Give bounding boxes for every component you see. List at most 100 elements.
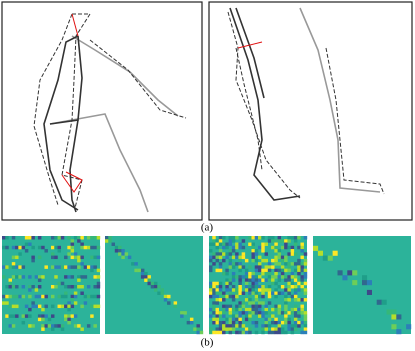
heatmap-cell [264, 311, 268, 315]
heatmap-cell [222, 320, 226, 325]
heatmap-cell [303, 317, 308, 322]
heatmap-cell [261, 236, 265, 240]
heatmap-cell [44, 304, 48, 309]
heatmap-cell [241, 304, 246, 309]
heatmap-cell [24, 249, 29, 253]
heatmap-cell [293, 268, 298, 273]
heatmap-cell [251, 271, 255, 276]
heatmap-cell [261, 258, 265, 263]
heatmap-cell [225, 317, 229, 322]
heatmap-cell [60, 236, 65, 240]
heatmap-cell [297, 268, 301, 273]
heatmap-cell [254, 304, 259, 309]
heatmap-cell [235, 236, 239, 240]
heatmap-cell [244, 271, 249, 276]
heatmap-cell [218, 327, 223, 331]
heatmap-cell [238, 314, 242, 318]
heatmap-cell [248, 307, 252, 312]
heatmap-cell [241, 301, 246, 305]
heatmap-cell [248, 330, 252, 335]
heatmap-cell [261, 249, 265, 253]
heatmap-cell [118, 245, 122, 250]
heatmap-cell [248, 327, 252, 331]
heatmap-cell [5, 294, 9, 299]
heatmap-cell [248, 288, 252, 292]
heatmap-cell [28, 242, 32, 246]
heatmap-cell [238, 304, 242, 309]
heatmap-cell [215, 291, 219, 295]
heatmap-cell [218, 281, 223, 286]
heatmap-cell [303, 281, 308, 286]
heatmap-cell [290, 262, 295, 266]
heatmap-cell [83, 245, 88, 250]
heatmap-cell [287, 268, 291, 273]
heatmap-cell [51, 236, 55, 240]
heatmap-cell [212, 307, 216, 312]
heatmap-cell [297, 271, 301, 276]
heatmap-cell [215, 252, 219, 256]
heatmap-cell [274, 245, 278, 250]
heatmap-cell [271, 236, 275, 240]
heatmap-cell [280, 330, 285, 335]
dashed-limb [325, 47, 385, 195]
heatmap-cell [287, 285, 291, 289]
heatmap-cell [284, 239, 288, 243]
heatmap-cell [297, 311, 301, 315]
heatmap-cell [73, 265, 78, 269]
heatmap-cell [77, 255, 81, 260]
heatmap-cell [264, 271, 268, 276]
heatmap-cell [248, 242, 252, 246]
heatmap-cell [154, 281, 158, 286]
heatmap-cell [118, 249, 122, 253]
heatmap-cell [264, 307, 268, 312]
heatmap-cell [212, 255, 216, 260]
heatmap-cell [209, 268, 213, 273]
heatmap-cell [231, 285, 236, 289]
heatmap-cell [251, 304, 255, 309]
heatmap-cell [37, 304, 42, 309]
heatmap-cell [293, 291, 298, 295]
heatmap-cell [54, 245, 58, 250]
heatmap-cell [212, 304, 216, 309]
heatmap-cell [51, 285, 55, 289]
heatmap-cell [212, 294, 216, 299]
heatmap-cell [277, 239, 282, 243]
heatmap-cell [251, 291, 255, 295]
heatmap-cell [96, 245, 101, 250]
heatmap-cell [96, 281, 101, 286]
heatmap-cell [271, 245, 275, 250]
heatmap-cell [264, 268, 268, 273]
heatmap-cell [254, 278, 259, 282]
heatmap-cell [31, 324, 35, 328]
heatmap-cell [2, 275, 6, 279]
heatmap-cell [225, 288, 229, 292]
heatmap-cell [317, 250, 323, 256]
heatmap-cell [297, 324, 301, 328]
heatmap-cell [300, 275, 304, 279]
heatmap-cell [293, 320, 298, 325]
heatmap-cell [218, 268, 223, 273]
heatmap-cell [251, 320, 255, 325]
heatmap-cell [238, 268, 242, 273]
heatmap-cell [267, 301, 272, 305]
heatmap-cell [34, 304, 39, 309]
heatmap-cell [5, 245, 9, 250]
heatmap-cell [70, 239, 75, 243]
heatmap-cell [93, 245, 97, 250]
heatmap-cell [225, 278, 229, 282]
heatmap-cell [241, 291, 246, 295]
heatmap-cell [258, 294, 262, 299]
heatmap-cell [362, 275, 368, 281]
heatmap-cell [225, 242, 229, 246]
heatmap-cell [228, 239, 233, 243]
heatmap-cell [60, 327, 65, 331]
heatmap-cell [300, 311, 304, 315]
heatmap-cell [241, 330, 246, 335]
heatmap-cell [215, 245, 219, 250]
heatmap-cell [209, 249, 213, 253]
heatmap-cell [267, 262, 272, 266]
heatmap-cell [231, 298, 236, 302]
dashed-limb [235, 47, 263, 171]
skeleton-frame-left [1, 1, 203, 221]
heatmap-cell [37, 236, 42, 240]
